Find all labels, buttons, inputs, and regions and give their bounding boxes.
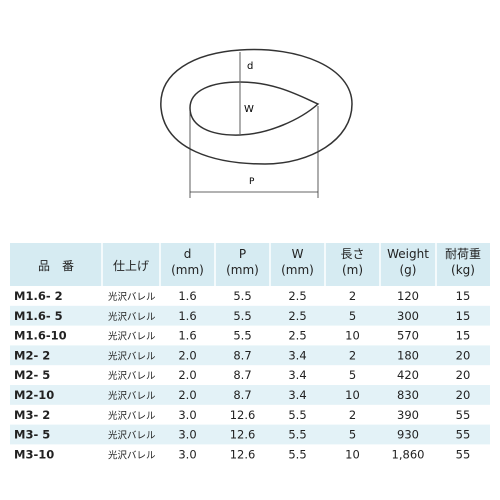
cell: 1,860 — [392, 447, 425, 461]
cell: 2.5 — [288, 309, 306, 323]
cell: 180 — [397, 348, 419, 362]
cell: 2.0 — [178, 368, 196, 382]
cell: 3.4 — [288, 388, 306, 402]
d-label: d — [247, 61, 253, 72]
cell: 120 — [397, 289, 419, 303]
header-cell: d — [184, 247, 192, 261]
row-bg — [10, 424, 490, 445]
header-cell: 仕上げ — [113, 259, 149, 273]
header-cell: (kg) — [451, 263, 475, 277]
cell: 55 — [456, 447, 471, 461]
cell: 15 — [456, 309, 471, 323]
cell: 光沢バレル — [108, 449, 156, 461]
cell: 1.6 — [178, 329, 196, 343]
cell: 3.4 — [288, 348, 306, 362]
header-cell: 耐荷重 — [445, 247, 481, 261]
part-number: M3-10 — [14, 447, 54, 461]
cell: 15 — [456, 289, 471, 303]
cell: 光沢バレル — [108, 350, 156, 362]
cell: 3.4 — [288, 368, 306, 382]
cell: 20 — [456, 368, 471, 382]
inner-ring — [189, 81, 320, 136]
part-number: M1.6- 5 — [14, 309, 63, 323]
cell: 12.6 — [230, 428, 256, 442]
part-number: M2- 5 — [14, 368, 50, 382]
cell: 2 — [349, 289, 356, 303]
header-cell: P — [239, 247, 246, 261]
outer-ring — [160, 48, 353, 165]
cell: 光沢バレル — [108, 291, 156, 303]
header-cell: (mm) — [226, 263, 259, 277]
cell: 5.5 — [233, 289, 251, 303]
header-cell: 品 番 — [38, 259, 74, 273]
cell: 3.0 — [178, 408, 196, 422]
cell: 光沢バレル — [108, 370, 156, 382]
row-bg — [10, 385, 490, 405]
cell: 10 — [345, 388, 360, 402]
cell: 55 — [456, 408, 471, 422]
cell: 5.5 — [233, 309, 251, 323]
cell: 2.5 — [288, 289, 306, 303]
cell: 420 — [397, 368, 419, 382]
cell: 20 — [456, 388, 471, 402]
cell: 2 — [349, 348, 356, 362]
cell: 10 — [345, 329, 360, 343]
part-number: M1.6- 2 — [14, 289, 63, 303]
cell: 20 — [456, 348, 471, 362]
cell: 12.6 — [230, 408, 256, 422]
cell: 5.5 — [233, 329, 251, 343]
cell: 5 — [349, 428, 356, 442]
header-cell: 長さ — [340, 247, 364, 261]
cell: 8.7 — [233, 388, 251, 402]
cell: 15 — [456, 329, 471, 343]
cell: 12.6 — [230, 447, 256, 461]
cell: 390 — [397, 408, 419, 422]
cell: 光沢バレル — [108, 331, 156, 343]
cell: 5.5 — [288, 447, 306, 461]
row-bg — [10, 345, 490, 366]
cell: 光沢バレル — [108, 430, 156, 442]
cell: 8.7 — [233, 368, 251, 382]
cell: 光沢バレル — [108, 311, 156, 323]
cell: 光沢バレル — [108, 410, 156, 422]
cell: 5 — [349, 368, 356, 382]
w-label: W — [244, 104, 254, 115]
cell: 3.0 — [178, 428, 196, 442]
cell: 570 — [397, 329, 419, 343]
cell: 光沢バレル — [108, 390, 156, 402]
header-cell: Weight — [387, 247, 429, 261]
cell: 930 — [397, 428, 419, 442]
part-number: M3- 2 — [14, 408, 50, 422]
cell: 55 — [456, 428, 471, 442]
header-cell: (m) — [342, 263, 363, 277]
cell: 8.7 — [233, 348, 251, 362]
p-label: P — [249, 177, 255, 187]
cell: 1.6 — [178, 289, 196, 303]
cell: 830 — [397, 388, 419, 402]
diagram — [160, 48, 353, 198]
cell: 5 — [349, 309, 356, 323]
header-bg — [10, 243, 490, 286]
header-cell: W — [292, 247, 304, 261]
header-cell: (mm) — [281, 263, 314, 277]
row-bg — [10, 305, 490, 326]
part-number: M3- 5 — [14, 428, 50, 442]
spec-table: 品 番 仕上げ d (mm) P (mm) W (mm) 長さ (m) Weight (g) 耐荷重 (k… — [10, 243, 490, 461]
cell: 2.5 — [288, 329, 306, 343]
part-number: M2- 2 — [14, 348, 50, 362]
cell: 2.0 — [178, 348, 196, 362]
cell: 300 — [397, 309, 419, 323]
cell: 1.6 — [178, 309, 196, 323]
part-number: M1.6-10 — [14, 329, 67, 343]
cell: 3.0 — [178, 447, 196, 461]
cell: 2 — [349, 408, 356, 422]
header-cell: (mm) — [171, 263, 204, 277]
cell: 5.5 — [288, 408, 306, 422]
cell: 5.5 — [288, 428, 306, 442]
cell: 2.0 — [178, 388, 196, 402]
header-cell: (g) — [400, 263, 417, 277]
cell: 10 — [345, 447, 360, 461]
part-number: M2-10 — [14, 388, 54, 402]
